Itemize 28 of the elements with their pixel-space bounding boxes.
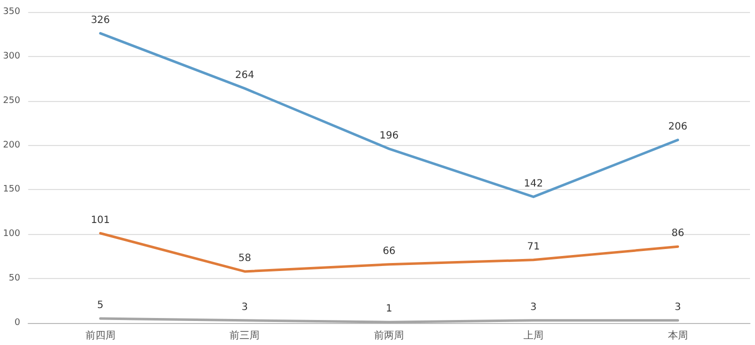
data-label: 66 — [382, 246, 396, 257]
data-label: 264 — [235, 70, 254, 81]
data-label: 142 — [524, 178, 543, 190]
data-label: 5 — [97, 300, 104, 312]
y-tick-label: 350 — [2, 7, 20, 17]
x-tick-label: 上周 — [523, 330, 544, 342]
data-label: 86 — [671, 228, 684, 240]
data-label: 58 — [238, 252, 252, 264]
data-label: 196 — [380, 130, 399, 142]
data-label: 3 — [674, 302, 682, 313]
y-tick-label: 100 — [2, 229, 20, 240]
x-tick-label: 前三周 — [230, 330, 260, 342]
data-label: 71 — [527, 241, 540, 252]
data-label: 3 — [242, 302, 248, 313]
data-label: 101 — [90, 214, 110, 226]
y-tick-label: 0 — [14, 318, 20, 328]
y-tick-label: 250 — [2, 96, 20, 106]
x-tick-label: 前两周 — [374, 330, 404, 342]
x-tick-label: 前四周 — [85, 330, 116, 342]
x-tick-label: 本周 — [668, 330, 688, 342]
data-label: 1 — [386, 304, 392, 315]
data-label: 206 — [668, 121, 688, 132]
y-tick-label: 150 — [2, 184, 20, 195]
y-tick-label: 300 — [2, 51, 20, 62]
y-tick-label: 200 — [2, 140, 20, 150]
data-label: 3 — [530, 302, 537, 313]
y-tick-label: 50 — [8, 274, 20, 284]
data-label: 326 — [90, 14, 110, 26]
